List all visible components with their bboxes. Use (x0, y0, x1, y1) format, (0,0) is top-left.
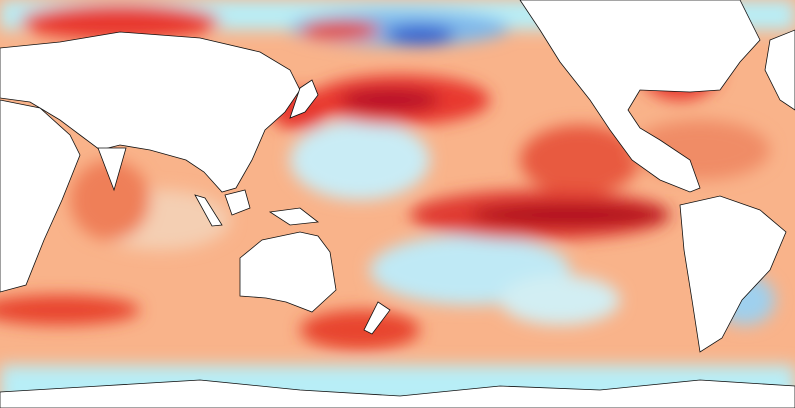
africa (0, 99, 81, 293)
south-america (679, 195, 787, 353)
australia (239, 231, 337, 313)
europe-edge (764, 29, 795, 111)
new-zealand (363, 301, 391, 335)
antarctica (0, 379, 795, 408)
north-america (519, 0, 761, 193)
sumatra (194, 194, 223, 227)
japan (289, 79, 319, 119)
india (97, 147, 127, 192)
new-guinea (268, 207, 320, 226)
eurasia (0, 31, 301, 193)
borneo (224, 189, 251, 216)
